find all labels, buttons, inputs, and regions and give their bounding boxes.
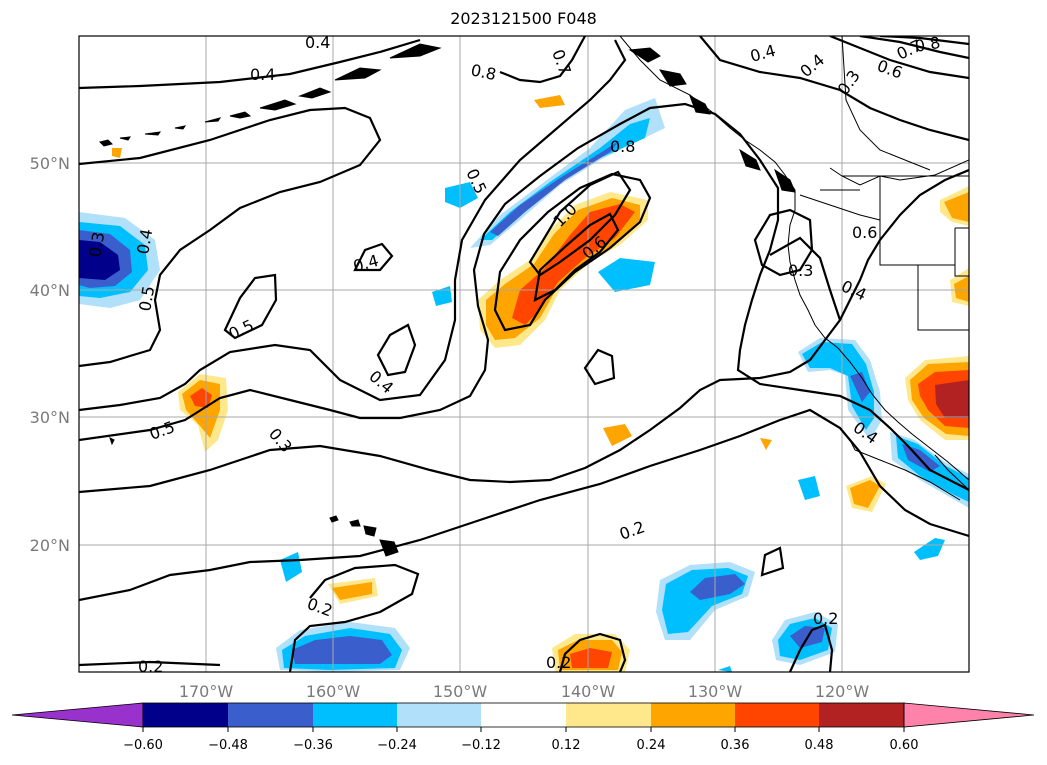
lon-label: 170°W [179, 682, 234, 701]
colorbar-swatch [819, 703, 904, 727]
map-title: 2023121500 F048 [450, 9, 597, 28]
contour-label: 0.2 [305, 594, 335, 621]
contour-label: 0.3 [265, 424, 296, 456]
colorbar-swatch [651, 703, 735, 727]
longitude-labels: 170°W 160°W 150°W 140°W 130°W 120°W [179, 682, 870, 701]
contour-label: 0.8 [913, 33, 941, 56]
colorbar-tick: 0.24 [637, 738, 666, 753]
contour-label: 0.4 [351, 251, 381, 276]
colorbar-tick: 0.12 [552, 738, 581, 753]
contour-label: 0.4 [365, 367, 397, 398]
contour-label: 0.4 [838, 276, 869, 304]
contour-label: 0.3 [788, 261, 813, 280]
contour-label: 0.7 [548, 47, 575, 77]
colorbar-swatch [313, 703, 397, 727]
islands [99, 43, 796, 557]
colorbar-tick: 0.36 [721, 738, 750, 753]
contour-label: 0.4 [796, 50, 828, 81]
colorbar-tick: −0.24 [377, 738, 417, 753]
colorbar-swatch [735, 703, 819, 727]
lat-label: 40°N [30, 281, 70, 300]
colorbar-swatch [143, 703, 228, 727]
colorbar-tick: 0.48 [805, 738, 834, 753]
colorbar-tick: −0.12 [461, 738, 501, 753]
latitude-labels: 50°N 40°N 30°N 20°N [30, 154, 70, 555]
contour-label: 0.2 [138, 657, 163, 676]
colorbar-swatch [397, 703, 481, 727]
lon-label: 150°W [433, 682, 488, 701]
contour-label: 0.4 [250, 65, 275, 84]
lon-label: 160°W [306, 682, 361, 701]
colorbar-extend-low [11, 702, 144, 728]
contour-label: 0.3 [834, 67, 864, 99]
lon-label: 120°W [815, 682, 870, 701]
colorbar-tick: 0.60 [890, 738, 919, 753]
contour-label: 0.4 [748, 41, 778, 66]
colorbar-extend-high [903, 702, 1035, 728]
contour-lines [79, 36, 969, 672]
colorbar-tick: −0.48 [208, 738, 248, 753]
map-frame [78, 35, 970, 673]
lat-label: 50°N [30, 154, 70, 173]
contour-label: 0.8 [610, 137, 635, 156]
lat-label: 30°N [30, 408, 70, 427]
shaded-field [79, 95, 969, 672]
colorbar-swatch [481, 703, 566, 727]
contour-label: 0.8 [469, 60, 498, 84]
colorbar-swatch [228, 703, 313, 727]
contour-label: 0.2 [546, 653, 571, 672]
colorbar-tick: −0.60 [123, 738, 163, 753]
lon-label: 140°W [561, 682, 616, 701]
colorbar-tick: −0.36 [293, 738, 333, 753]
colorbar: −0.60 −0.48 −0.36 −0.24 −0.12 0.12 0.24 … [11, 702, 1035, 753]
lat-label: 20°N [30, 536, 70, 555]
contour-label: 0.6 [852, 223, 877, 242]
lon-label: 130°W [688, 682, 743, 701]
contour-label: 0.2 [617, 517, 647, 544]
colorbar-swatch [566, 703, 651, 727]
contour-label: 0.2 [813, 609, 838, 628]
contour-label: 0.5 [147, 417, 177, 444]
contour-label: 0.4 [133, 227, 156, 255]
contour-label: 0.3 [85, 230, 108, 258]
contour-label: 0.4 [305, 33, 330, 52]
contour-label: 0.5 [135, 284, 158, 312]
